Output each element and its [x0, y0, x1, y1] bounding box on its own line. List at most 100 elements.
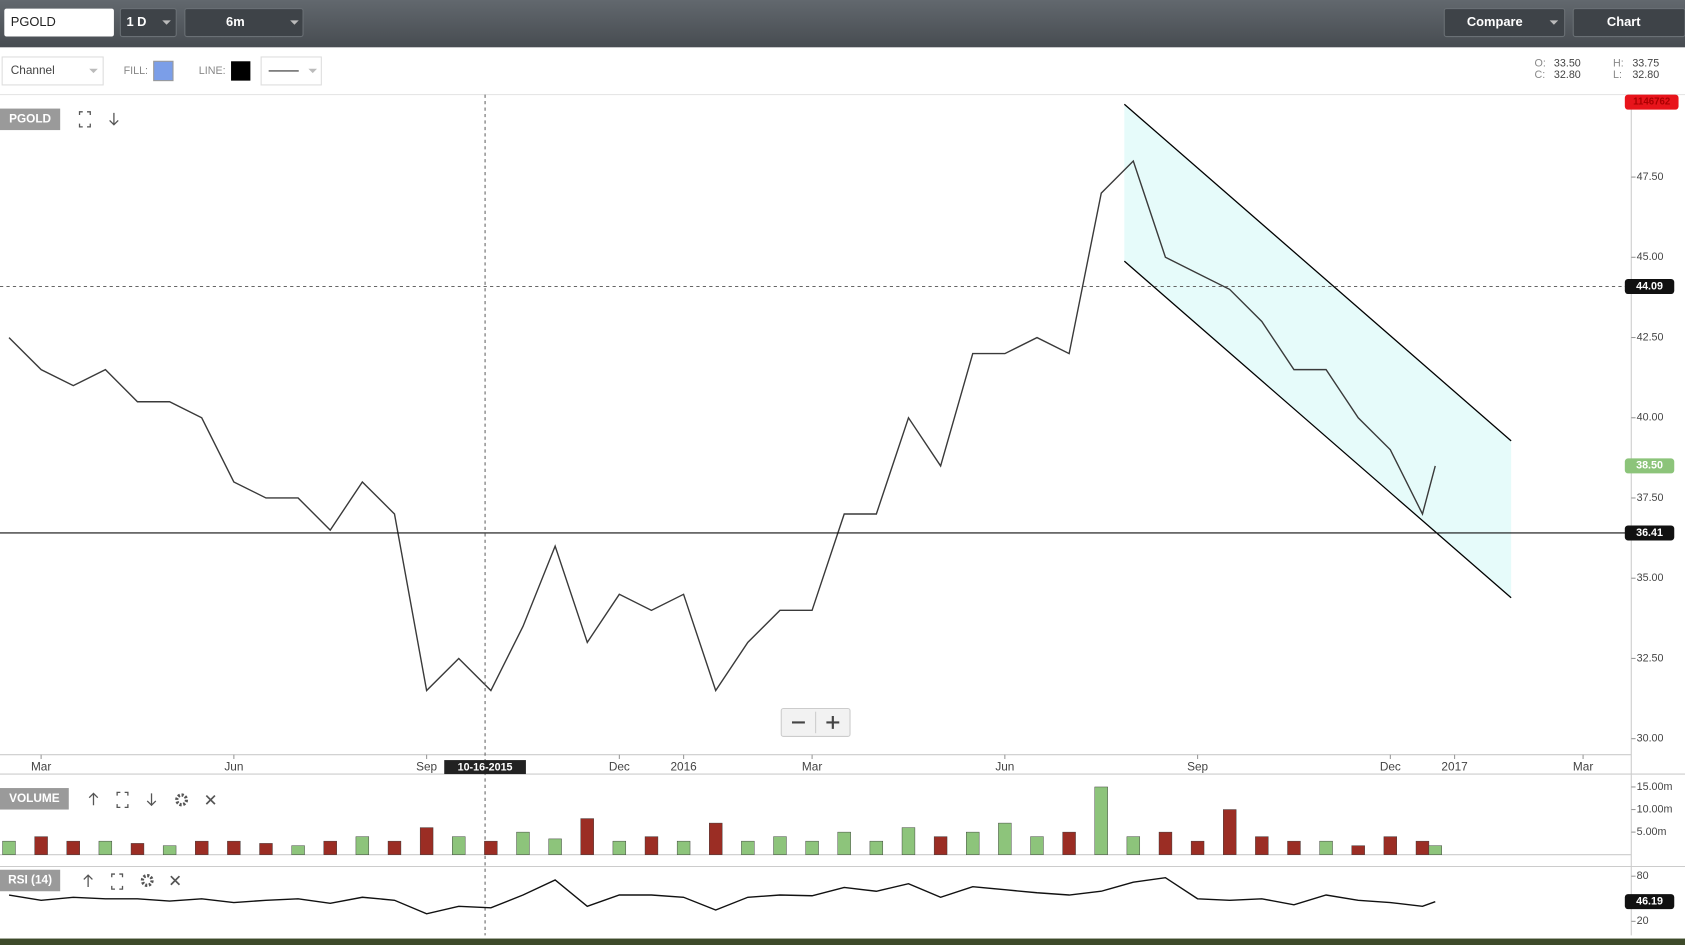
fill-swatch[interactable]	[153, 60, 174, 82]
channel-line	[1123, 260, 1512, 599]
volume-bar	[195, 840, 209, 855]
volume-bar	[1223, 809, 1237, 855]
panel-label: VOLUME	[9, 791, 60, 805]
x-tick-label: Sep	[1187, 760, 1208, 774]
volume-bar	[805, 840, 819, 855]
volume-bar	[419, 827, 434, 855]
close-icon[interactable]	[170, 875, 181, 886]
ohlc-key: C:	[1535, 69, 1546, 81]
volume-bar	[901, 827, 916, 855]
y-tick-label: 47.50	[1637, 171, 1664, 183]
volume-bar	[1255, 836, 1269, 855]
y-tick-label: 80	[1637, 870, 1649, 882]
panel-icons	[78, 111, 119, 128]
x-tick-label: 2017	[1441, 760, 1467, 774]
x-tick-label: Mar	[31, 760, 51, 774]
range-text: 6m	[226, 14, 245, 29]
volume-bar	[387, 840, 402, 855]
volume-bar	[516, 831, 530, 855]
zoom-buttons[interactable]	[791, 716, 840, 729]
settings-icon[interactable]	[175, 793, 189, 807]
panel-icons	[83, 873, 181, 890]
panel-label-bg	[0, 108, 61, 131]
tool-select[interactable]	[1, 56, 104, 86]
volume-bar	[34, 836, 48, 855]
move-down-icon[interactable]	[109, 112, 119, 126]
interval-select[interactable]	[119, 8, 177, 38]
channel-line	[1123, 103, 1512, 442]
volume-bar	[259, 843, 273, 855]
volume-bar	[709, 822, 723, 855]
volume-bar	[1062, 831, 1076, 855]
ohlc-value: 33.75	[1632, 57, 1659, 69]
x-tick-label: Mar	[1573, 760, 1593, 774]
y-tick-label: 32.50	[1637, 652, 1664, 664]
caret	[1549, 20, 1559, 25]
settings-icon[interactable]	[140, 874, 154, 887]
compare-text: Compare	[1467, 14, 1523, 29]
volume-bar	[966, 831, 980, 855]
price-tag: 36.41	[1636, 527, 1663, 539]
symbol-text: PGOLD	[11, 14, 56, 29]
maximize-icon[interactable]	[78, 111, 91, 128]
compare-button[interactable]	[1443, 8, 1566, 38]
caret	[308, 68, 318, 74]
fill-label: FILL:	[124, 65, 148, 77]
x-tick-label: Sep	[416, 760, 437, 774]
volume-bar	[548, 838, 562, 855]
panel-label: RSI (14)	[8, 873, 52, 887]
x-tick-label: Jun	[995, 760, 1014, 774]
line-label: LINE:	[199, 65, 226, 77]
ohlc-value: 33.50	[1554, 57, 1581, 69]
caret	[162, 20, 171, 25]
volume-bar	[323, 840, 337, 855]
volume-bar	[162, 845, 177, 855]
y-tick-label: 45.00	[1637, 251, 1664, 263]
series-line	[8, 876, 1436, 915]
symbol-input[interactable]	[4, 8, 114, 37]
volume-bar	[1094, 786, 1108, 855]
panel-icons	[88, 791, 216, 809]
volume-bar	[355, 836, 370, 855]
tool-text: Channel	[11, 63, 55, 77]
move-up-icon[interactable]	[83, 874, 93, 887]
volume-bar	[66, 840, 80, 855]
y-tick-label: 30.00	[1637, 733, 1664, 745]
volume-bar	[1287, 840, 1301, 855]
volume-bar	[741, 840, 755, 855]
volume-bar	[933, 836, 948, 855]
volume-bar	[644, 836, 659, 855]
y-tick-label: 42.50	[1637, 331, 1664, 343]
volume-bar	[869, 840, 884, 855]
caret	[290, 20, 299, 25]
move-down-icon[interactable]	[146, 793, 157, 807]
volume-bar	[1030, 836, 1044, 855]
y-tick-label: 40.00	[1637, 412, 1664, 424]
close-icon[interactable]	[205, 794, 216, 805]
volume-bar	[1428, 845, 1442, 855]
volume-bar	[1158, 831, 1173, 855]
ohlc-value: 32.80	[1632, 69, 1659, 81]
x-tick-label: Mar	[802, 760, 822, 774]
y-tick-label: 15.00m	[1637, 781, 1673, 793]
volume-tag-bg	[1624, 94, 1679, 110]
y-tick-label: 10.00m	[1637, 803, 1673, 815]
ohlc-value: 32.80	[1554, 69, 1581, 81]
line-swatch[interactable]	[231, 61, 251, 81]
maximize-icon[interactable]	[111, 873, 124, 890]
price-tag-bg	[1624, 278, 1675, 295]
crosshair-label-bg	[444, 760, 526, 775]
volume-bar	[1190, 840, 1205, 855]
price-tag: 44.09	[1636, 280, 1663, 292]
maximize-icon[interactable]	[116, 791, 129, 809]
volume-bar	[1415, 840, 1430, 855]
range-select[interactable]	[184, 8, 304, 38]
volume-bar	[1383, 836, 1397, 855]
volume-bar	[773, 836, 787, 855]
x-tick-label: Dec	[609, 760, 630, 774]
channel-fill	[1124, 104, 1512, 598]
volume-bar	[1351, 845, 1365, 855]
move-up-icon[interactable]	[88, 792, 99, 806]
volume-bar	[998, 822, 1012, 855]
